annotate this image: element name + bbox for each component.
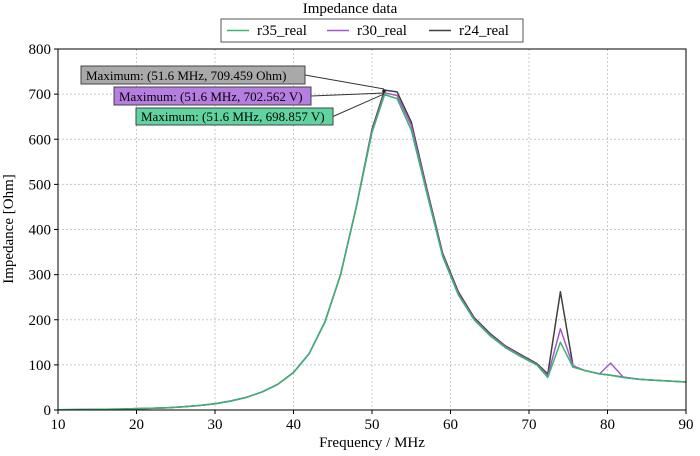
y-tick-label: 200 (29, 313, 52, 329)
x-tick-label: 50 (365, 417, 380, 433)
annotation-label: Maximum: (51.6 MHz, 698.857 V) (141, 109, 325, 124)
chart-title: Impedance data (303, 1, 398, 17)
y-tick-label: 300 (29, 268, 52, 284)
y-tick-label: 400 (29, 223, 52, 239)
x-tick-label: 60 (443, 417, 458, 433)
annotations: Maximum: (51.6 MHz, 709.459 Ohm) Maximum:… (80, 65, 386, 126)
y-tick-label: 0 (44, 403, 52, 419)
annotation-box (80, 65, 306, 85)
annotation-leader (332, 93, 385, 117)
axes: 10 20 30 40 50 60 70 80 90 0 100 200 300 400 500 600 700… (29, 42, 694, 433)
annotation-box (113, 86, 312, 106)
annotation-label: Maximum: (51.6 MHz, 702.562 V) (119, 89, 303, 104)
y-tick-label: 500 (29, 177, 52, 193)
legend-label-r35_real: r35_real (257, 23, 307, 39)
annotation-leader (310, 92, 385, 97)
y-tick-label: 600 (29, 132, 52, 148)
y-tick-label: 800 (29, 42, 52, 58)
y-tick-label: 100 (29, 358, 52, 374)
legend-label-r24_real: r24_real (459, 23, 509, 39)
x-tick-label: 80 (600, 417, 615, 433)
annotation-leader (304, 74, 385, 90)
x-tick-label: 20 (129, 417, 144, 433)
legend-label-r30_real: r30_real (357, 23, 407, 39)
y-axis-label: Impedance [Ohm] (1, 174, 17, 284)
x-axis-label: Frequency / MHz (319, 435, 425, 451)
y-tick-label: 700 (29, 87, 52, 103)
legend-box (220, 18, 524, 43)
x-tick-label: 70 (522, 417, 537, 433)
annotation-box (135, 107, 334, 126)
x-tick-label: 30 (208, 417, 223, 433)
x-tick-label: 10 (51, 417, 66, 433)
x-tick-label: 40 (286, 417, 301, 433)
annotation-label: Maximum: (51.6 MHz, 709.459 Ohm) (86, 68, 286, 83)
series-line-r35_real (57, 93, 687, 411)
peak-marker (382, 89, 386, 93)
x-tick-label: 90 (679, 417, 694, 433)
legend: r35_real r30_real r24_real (220, 18, 524, 43)
